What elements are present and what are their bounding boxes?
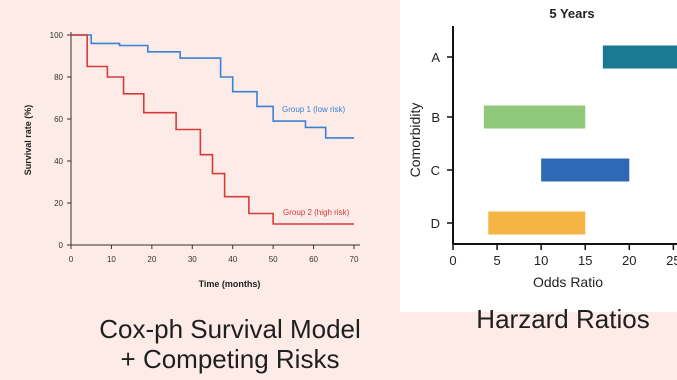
survival-x-tick-label: 20: [147, 255, 156, 264]
hazard-x-tick-label: 15: [578, 253, 592, 268]
survival-caption: Cox-ph Survival Model + Competing Risks: [40, 314, 420, 374]
survival-series-label-1: Group 1 (low risk): [282, 105, 345, 114]
hazard-bar-d: [488, 211, 586, 235]
hazard-x-tick-label: 0: [449, 253, 456, 268]
hazard-bar-a: [602, 45, 677, 69]
survival-y-tick-label: 100: [50, 31, 64, 40]
survival-y-tick-label: 60: [54, 115, 63, 124]
survival-caption-line-2: + Competing Risks: [120, 344, 340, 374]
hazard-bar-c: [541, 158, 630, 182]
hazard-caption: Harzard Ratios: [476, 304, 650, 334]
hazard-x-tick-label: 10: [534, 253, 548, 268]
hazard-bar-b: [483, 105, 586, 129]
survival-x-tick-label: 60: [309, 255, 318, 264]
survival-series-label-2: Group 2 (high risk): [283, 208, 350, 217]
survival-x-axis-title: Time (months): [199, 279, 261, 289]
survival-y-tick-label: 20: [54, 199, 63, 208]
survival-x-tick-label: 50: [269, 255, 278, 264]
survival-y-tick-label: 40: [54, 157, 63, 166]
survival-x-tick-label: 10: [107, 255, 116, 264]
survival-y-axis-title: Survival rate (%): [23, 105, 33, 176]
survival-x-tick-label: 70: [350, 255, 359, 264]
hazard-category-label: D: [431, 216, 440, 231]
hazard-x-tick-label: 20: [622, 253, 636, 268]
hazard-y-axis-title: Comorbidity: [407, 103, 423, 178]
survival-y-tick-label: 0: [59, 241, 64, 250]
hazard-chart-title: 5 Years: [549, 6, 594, 21]
hazard-category-label: A: [431, 50, 440, 65]
survival-x-tick-label: 0: [69, 255, 74, 264]
survival-series-line-2: [71, 34, 354, 225]
survival-caption-line-1: Cox-ph Survival Model: [99, 314, 361, 344]
hazard-category-label: B: [431, 110, 440, 125]
survival-series-line-1: [71, 34, 354, 139]
survival-x-tick-label: 30: [188, 255, 197, 264]
survival-y-tick-label: 80: [54, 73, 63, 82]
hazard-x-tick-label: 25: [666, 253, 677, 268]
hazard-category-label: C: [431, 163, 440, 178]
survival-x-tick-label: 40: [228, 255, 237, 264]
hazard-x-axis-title: Odds Ratio: [533, 274, 603, 290]
hazard-x-tick-label: 5: [493, 253, 500, 268]
